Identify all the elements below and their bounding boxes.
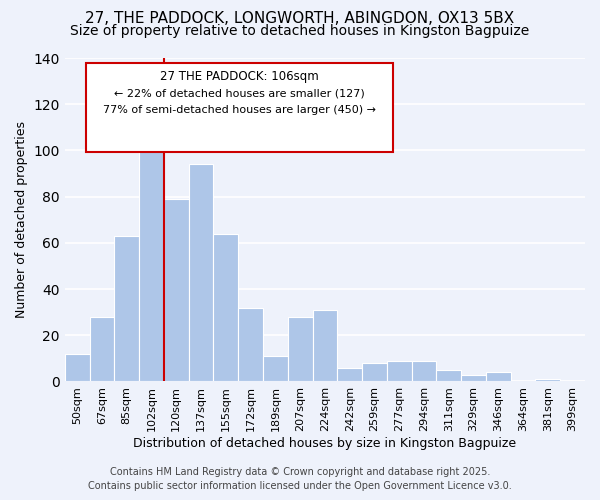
Text: ← 22% of detached houses are smaller (127): ← 22% of detached houses are smaller (12… [113, 88, 364, 98]
Bar [188, 164, 214, 382]
X-axis label: Distribution of detached houses by size in Kingston Bagpuize: Distribution of detached houses by size … [133, 437, 517, 450]
Bar [288, 317, 313, 382]
Bar [362, 363, 387, 382]
Bar [412, 360, 436, 382]
Bar [214, 234, 238, 382]
Text: 77% of semi-detached houses are larger (450) →: 77% of semi-detached houses are larger (… [103, 105, 376, 115]
Bar [65, 354, 89, 382]
Bar [461, 374, 486, 382]
Bar [486, 372, 511, 382]
Bar [238, 308, 263, 382]
Bar [535, 379, 560, 382]
Bar [115, 236, 139, 382]
Bar [313, 310, 337, 382]
Text: 27 THE PADDOCK: 106sqm: 27 THE PADDOCK: 106sqm [160, 70, 319, 83]
Text: Contains HM Land Registry data © Crown copyright and database right 2025.
Contai: Contains HM Land Registry data © Crown c… [88, 467, 512, 491]
FancyBboxPatch shape [86, 63, 392, 152]
Bar [387, 360, 412, 382]
Bar [164, 199, 188, 382]
Bar [263, 356, 288, 382]
Bar [337, 368, 362, 382]
Text: 27, THE PADDOCK, LONGWORTH, ABINGDON, OX13 5BX: 27, THE PADDOCK, LONGWORTH, ABINGDON, OX… [85, 11, 515, 26]
Text: Size of property relative to detached houses in Kingston Bagpuize: Size of property relative to detached ho… [70, 24, 530, 38]
Bar [89, 317, 115, 382]
Bar [436, 370, 461, 382]
Bar [139, 122, 164, 382]
Y-axis label: Number of detached properties: Number of detached properties [15, 121, 28, 318]
